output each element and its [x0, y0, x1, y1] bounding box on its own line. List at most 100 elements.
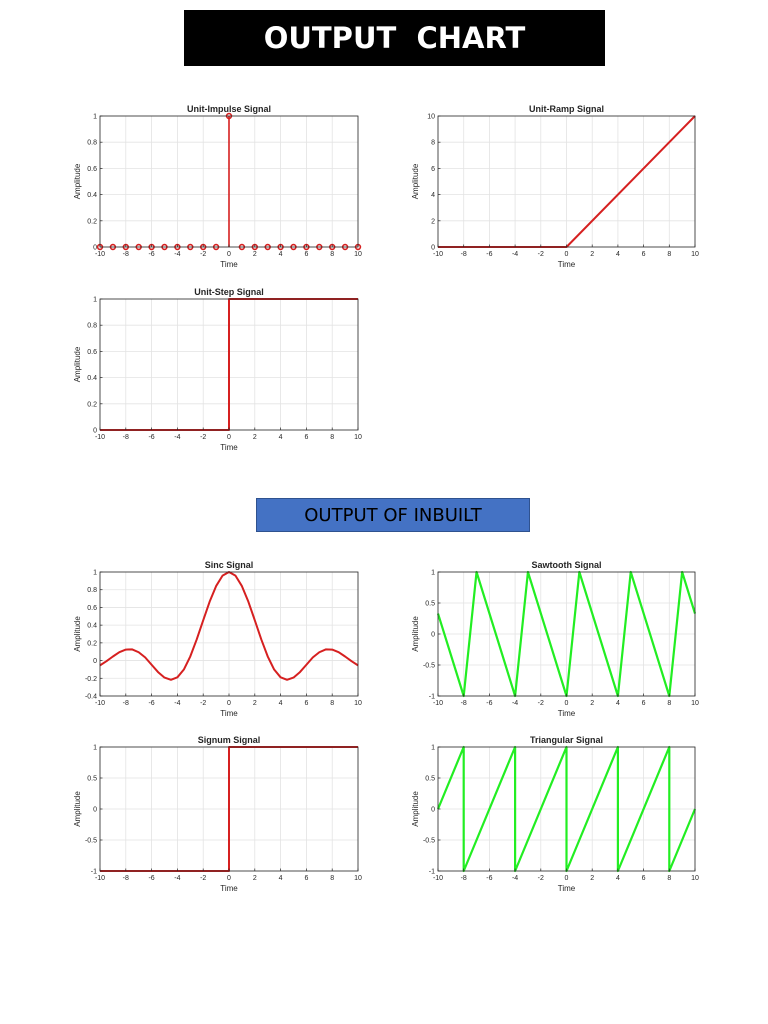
- x-tick-label: -10: [433, 875, 443, 882]
- y-axis-label: Amplitude: [73, 791, 82, 827]
- x-tick-label: 6: [304, 700, 308, 707]
- x-tick-label: -8: [461, 251, 467, 258]
- y-tick-label: 0.5: [87, 776, 97, 783]
- y-tick-label: -0.5: [85, 838, 97, 845]
- y-tick-label: 0: [431, 245, 435, 252]
- y-tick-label: -1: [429, 869, 435, 876]
- x-tick-label: 0: [565, 875, 569, 882]
- x-tick-label: -10: [95, 251, 105, 258]
- y-tick-label: 0.4: [87, 623, 97, 630]
- x-tick-label: -10: [95, 875, 105, 882]
- x-tick-label: 4: [279, 875, 283, 882]
- y-tick-label: 0: [93, 428, 97, 435]
- x-tick-label: -6: [486, 700, 492, 707]
- x-tick-label: 8: [330, 434, 334, 441]
- x-tick-label: -8: [461, 700, 467, 707]
- y-tick-label: 0.8: [87, 323, 97, 330]
- chart-title: Unit-Ramp Signal: [529, 104, 604, 114]
- x-tick-label: -2: [538, 251, 544, 258]
- x-axis-label: Time: [220, 884, 238, 893]
- x-tick-label: 4: [279, 434, 283, 441]
- x-tick-label: -6: [148, 251, 154, 258]
- chart-sawtooth: -10 -8 -6 -4 -2 0 2 4 6 8 10 -1 -0.5 0 0.5 1 Sawtooth Si…: [411, 560, 699, 718]
- x-tick-label: 2: [590, 251, 594, 258]
- y-axis-label: Amplitude: [411, 791, 420, 827]
- x-axis-label: Time: [220, 709, 238, 718]
- page-title-banner: OUTPUT CHART: [184, 10, 605, 66]
- x-tick-label: 4: [616, 700, 620, 707]
- y-tick-label: 2: [431, 218, 435, 225]
- y-tick-label: 1: [93, 745, 97, 752]
- x-tick-label: 4: [616, 875, 620, 882]
- x-tick-label: -6: [486, 251, 492, 258]
- x-tick-label: -6: [148, 434, 154, 441]
- y-axis-label: Amplitude: [73, 346, 82, 382]
- y-tick-label: -0.5: [423, 663, 435, 670]
- x-axis-label: Time: [558, 260, 576, 269]
- x-axis-label: Time: [220, 443, 238, 452]
- x-tick-label: 10: [691, 251, 699, 258]
- section-inbuilt-title: OUTPUT OF INBUILT: [304, 504, 482, 526]
- y-tick-label: 0: [93, 658, 97, 665]
- x-tick-label: -10: [95, 434, 105, 441]
- x-tick-label: 10: [691, 700, 699, 707]
- x-tick-label: 2: [253, 875, 257, 882]
- chart-step: -10 -8 -6 -4 -2 0 2 4 6 8 10 0 0.2 0.4 0.6 0.8 1 Unit-Ste…: [73, 287, 362, 452]
- x-tick-label: -6: [148, 700, 154, 707]
- x-tick-label: -2: [200, 700, 206, 707]
- y-tick-label: 1: [93, 570, 97, 577]
- y-tick-label: 0.6: [87, 349, 97, 356]
- chart-impulse: -10 -8 -6 -4 -2 0 2 4 6 8 10 0 0.2 0.4 0.6 0.8 1 Unit-Imp…: [73, 104, 362, 269]
- x-tick-label: -4: [512, 700, 518, 707]
- chart-signum: -10 -8 -6 -4 -2 0 2 4 6 8 10 -1 -0.5 0 0.5 1 Signum Sign…: [73, 735, 362, 893]
- x-axis-label: Time: [558, 884, 576, 893]
- y-tick-label: 0.5: [425, 776, 435, 783]
- y-tick-label: 0: [93, 807, 97, 814]
- x-tick-label: 10: [354, 700, 362, 707]
- x-tick-label: -2: [200, 875, 206, 882]
- x-tick-label: -4: [174, 875, 180, 882]
- y-tick-label: 0: [431, 807, 435, 814]
- x-tick-label: 2: [253, 700, 257, 707]
- x-tick-label: 6: [304, 251, 308, 258]
- x-tick-label: -6: [148, 875, 154, 882]
- x-tick-label: -4: [174, 434, 180, 441]
- y-tick-label: 6: [431, 166, 435, 173]
- x-tick-label: 0: [227, 251, 231, 258]
- y-tick-label: 0.2: [87, 401, 97, 408]
- y-tick-label: -0.4: [85, 694, 97, 701]
- chart-triangular: -10 -8 -6 -4 -2 0 2 4 6 8 10 -1 -0.5 0 0.5 1 Triangular …: [411, 735, 699, 893]
- x-tick-label: 6: [642, 875, 646, 882]
- y-tick-label: 0.5: [425, 601, 435, 608]
- x-tick-label: 10: [691, 875, 699, 882]
- x-tick-label: 2: [590, 875, 594, 882]
- y-tick-label: 0: [93, 245, 97, 252]
- x-tick-label: 0: [565, 700, 569, 707]
- x-tick-label: 4: [279, 700, 283, 707]
- x-tick-label: -2: [200, 251, 206, 258]
- x-tick-label: 6: [642, 700, 646, 707]
- x-tick-label: -8: [123, 434, 129, 441]
- y-tick-label: -1: [91, 869, 97, 876]
- x-tick-label: 6: [304, 434, 308, 441]
- y-axis-label: Amplitude: [73, 163, 82, 199]
- y-tick-label: 0.4: [87, 192, 97, 199]
- x-tick-label: -10: [433, 700, 443, 707]
- chart-title: Unit-Step Signal: [194, 287, 264, 297]
- series-line: [436, 570, 697, 698]
- y-tick-label: 0.4: [87, 375, 97, 382]
- x-tick-label: -10: [95, 700, 105, 707]
- x-tick-label: 8: [330, 251, 334, 258]
- y-tick-label: -0.5: [423, 838, 435, 845]
- chart-title: Signum Signal: [198, 735, 261, 745]
- y-axis-label: Amplitude: [411, 163, 420, 199]
- x-tick-label: 4: [616, 251, 620, 258]
- x-tick-label: -4: [512, 251, 518, 258]
- x-tick-label: 8: [667, 700, 671, 707]
- y-tick-label: -0.2: [85, 676, 97, 683]
- x-tick-label: 0: [227, 875, 231, 882]
- y-axis-label: Amplitude: [411, 616, 420, 652]
- x-tick-label: -6: [486, 875, 492, 882]
- y-tick-label: 0.6: [87, 166, 97, 173]
- y-tick-label: 1: [93, 297, 97, 304]
